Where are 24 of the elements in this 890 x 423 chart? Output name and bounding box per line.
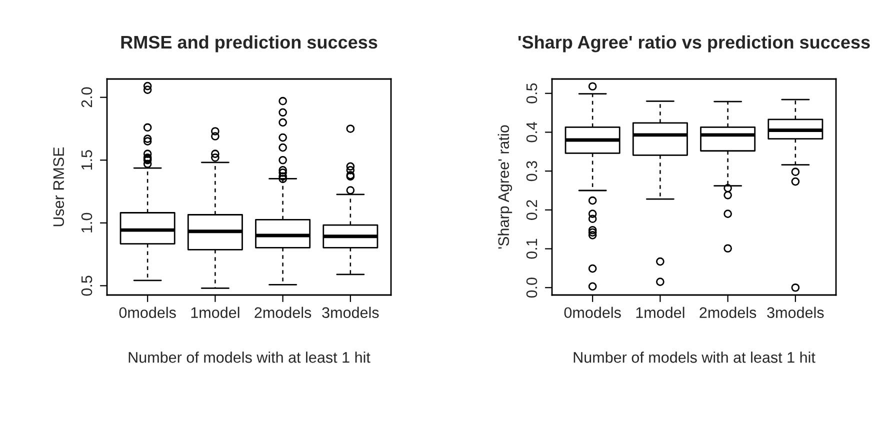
x-tick-label: 2models	[254, 306, 312, 318]
y-tick-label: 1.5	[82, 150, 92, 170]
y-tick-label: 0.5	[81, 276, 92, 296]
x-tick-label: 0models	[564, 306, 621, 318]
y-tick-label: 0.1	[526, 238, 538, 259]
y-tick-label: 1.0	[81, 212, 92, 232]
x-tick-label: 3models	[767, 306, 824, 318]
y-axis-title: User RMSE	[53, 147, 64, 226]
y-tick-label: 0.0	[526, 278, 538, 298]
chart-title: 'Sharp Agree' ratio vs prediction success	[518, 35, 870, 52]
x-tick-label: 1model	[191, 306, 240, 318]
x-tick-label: 3models	[322, 306, 379, 318]
y-tick-label: 0.4	[526, 122, 538, 142]
y-tick-label: 0.5	[526, 83, 538, 104]
y-tick-label: 0.2	[526, 200, 538, 220]
y-axis-title: 'Sharp Agree' ratio	[498, 125, 512, 249]
y-tick-label: 2.0	[81, 87, 92, 108]
x-tick-label: 1model	[636, 306, 684, 318]
x-tick-label: 2models	[700, 306, 756, 318]
x-tick-label: 0models	[119, 306, 176, 318]
x-axis-title: Number of models with at least 1 hit	[128, 352, 370, 363]
chart-title: RMSE and prediction success	[121, 35, 378, 52]
y-tick-label: 0.3	[526, 161, 538, 182]
x-axis-title: Number of models with at least 1 hit	[574, 352, 816, 363]
